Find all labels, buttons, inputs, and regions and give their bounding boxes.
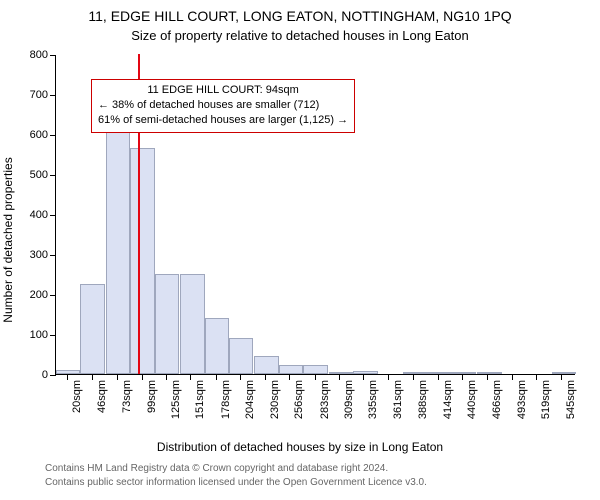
histogram-bar (279, 365, 303, 374)
y-tick (50, 335, 56, 336)
histogram-bar (106, 128, 130, 374)
x-tick-label: 20sqm (71, 380, 83, 430)
x-tick-label: 256sqm (293, 380, 305, 430)
x-tick (166, 375, 167, 380)
histogram-bar (229, 338, 253, 374)
x-tick-label: 178sqm (220, 380, 232, 430)
x-axis-label: Distribution of detached houses by size … (0, 440, 600, 454)
x-tick-label: 545sqm (565, 380, 577, 430)
histogram-bar (254, 356, 278, 374)
x-tick (339, 375, 340, 380)
x-tick-label: 283sqm (319, 380, 331, 430)
y-tick-label: 800 (22, 49, 48, 61)
x-tick-label: 388sqm (417, 380, 429, 430)
x-tick-label: 151sqm (194, 380, 206, 430)
chart-container: 11, EDGE HILL COURT, LONG EATON, NOTTING… (0, 0, 600, 500)
x-tick-label: 414sqm (442, 380, 454, 430)
x-tick (363, 375, 364, 380)
x-tick-label: 519sqm (540, 380, 552, 430)
license-line-2: Contains public sector information licen… (45, 477, 427, 488)
plot-area: 010020030040050060070080011 EDGE HILL CO… (55, 55, 575, 375)
y-tick (50, 55, 56, 56)
x-tick (438, 375, 439, 380)
annotation-line: 11 EDGE HILL COURT: 94sqm (98, 83, 348, 98)
x-tick (142, 375, 143, 380)
histogram-bar (552, 372, 576, 374)
histogram-bar (56, 370, 80, 374)
annotation-line: ← 38% of detached houses are smaller (71… (98, 98, 348, 113)
histogram-bar (205, 318, 229, 374)
x-tick-label: 309sqm (343, 380, 355, 430)
x-tick (536, 375, 537, 380)
x-tick (265, 375, 266, 380)
x-tick (216, 375, 217, 380)
histogram-bar (180, 274, 204, 374)
license-text: Contains HM Land Registry data © Crown c… (45, 462, 590, 489)
histogram-bar (155, 274, 179, 374)
y-tick-label: 200 (22, 289, 48, 301)
histogram-bar (80, 284, 104, 374)
histogram-bar (452, 372, 476, 374)
y-tick (50, 175, 56, 176)
y-tick-label: 500 (22, 169, 48, 181)
x-tick-label: 73sqm (121, 380, 133, 430)
x-tick (413, 375, 414, 380)
x-tick (315, 375, 316, 380)
y-tick (50, 375, 56, 376)
histogram-bar (353, 371, 377, 374)
x-tick-label: 125sqm (170, 380, 182, 430)
histogram-bar (477, 372, 501, 374)
y-tick (50, 135, 56, 136)
license-line-1: Contains HM Land Registry data © Crown c… (45, 463, 388, 474)
x-tick-label: 230sqm (269, 380, 281, 430)
histogram-bar (427, 372, 451, 374)
histogram-bar (303, 365, 327, 374)
x-tick-label: 466sqm (491, 380, 503, 430)
histogram-bar (403, 372, 427, 374)
x-tick-label: 335sqm (367, 380, 379, 430)
y-tick (50, 255, 56, 256)
histogram-bar (130, 148, 154, 374)
y-tick (50, 95, 56, 96)
chart-subtitle: Size of property relative to detached ho… (0, 28, 600, 43)
x-tick-label: 361sqm (392, 380, 404, 430)
x-tick (289, 375, 290, 380)
x-tick (487, 375, 488, 380)
x-tick-label: 46sqm (96, 380, 108, 430)
y-tick (50, 295, 56, 296)
y-tick-label: 300 (22, 249, 48, 261)
y-axis-label: Number of detached properties (1, 90, 15, 390)
x-tick (512, 375, 513, 380)
y-tick-label: 600 (22, 129, 48, 141)
y-tick-label: 0 (22, 369, 48, 381)
x-tick (67, 375, 68, 380)
annotation-line: 61% of semi-detached houses are larger (… (98, 113, 348, 128)
y-tick-label: 400 (22, 209, 48, 221)
annotation-box: 11 EDGE HILL COURT: 94sqm← 38% of detach… (91, 79, 355, 133)
y-tick (50, 215, 56, 216)
x-tick-label: 493sqm (516, 380, 528, 430)
x-tick-label: 99sqm (146, 380, 158, 430)
y-tick-label: 700 (22, 89, 48, 101)
chart-title: 11, EDGE HILL COURT, LONG EATON, NOTTING… (0, 8, 600, 24)
x-tick (388, 375, 389, 380)
x-tick (240, 375, 241, 380)
y-tick-label: 100 (22, 329, 48, 341)
histogram-bar (329, 372, 353, 374)
x-tick (92, 375, 93, 380)
x-tick (462, 375, 463, 380)
x-tick-label: 204sqm (244, 380, 256, 430)
x-tick (190, 375, 191, 380)
x-tick (561, 375, 562, 380)
x-tick (117, 375, 118, 380)
x-tick-label: 440sqm (466, 380, 478, 430)
